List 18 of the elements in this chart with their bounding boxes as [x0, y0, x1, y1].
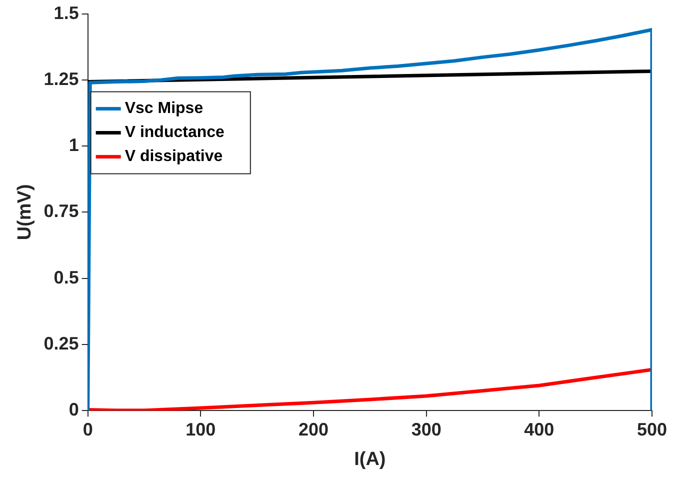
x-tick-label: 200	[298, 419, 329, 440]
x-tick-label: 300	[411, 419, 442, 440]
x-tick-label: 0	[82, 419, 93, 440]
legend-label: Vsc Mipse	[124, 100, 204, 118]
legend-label: V dissipative	[124, 148, 223, 166]
y-tick-label: 0	[68, 400, 79, 420]
x-tick-label: 400	[524, 419, 554, 440]
legend-label: V inductance	[124, 124, 225, 142]
x-tick-label: 500	[636, 419, 668, 440]
y-tick-label: 0.25	[44, 333, 79, 354]
y-tick-label: 0.75	[44, 201, 79, 222]
y-tick-label: 0.5	[54, 267, 79, 288]
y-tick-label: 1.25	[44, 68, 79, 89]
y-axis-title: U(mV)	[14, 184, 36, 240]
x-axis-title: I(A)	[354, 448, 386, 470]
y-tick-label: 1	[68, 135, 79, 156]
x-tick-label: 100	[186, 419, 216, 440]
y-tick-label: 1.5	[54, 2, 79, 23]
